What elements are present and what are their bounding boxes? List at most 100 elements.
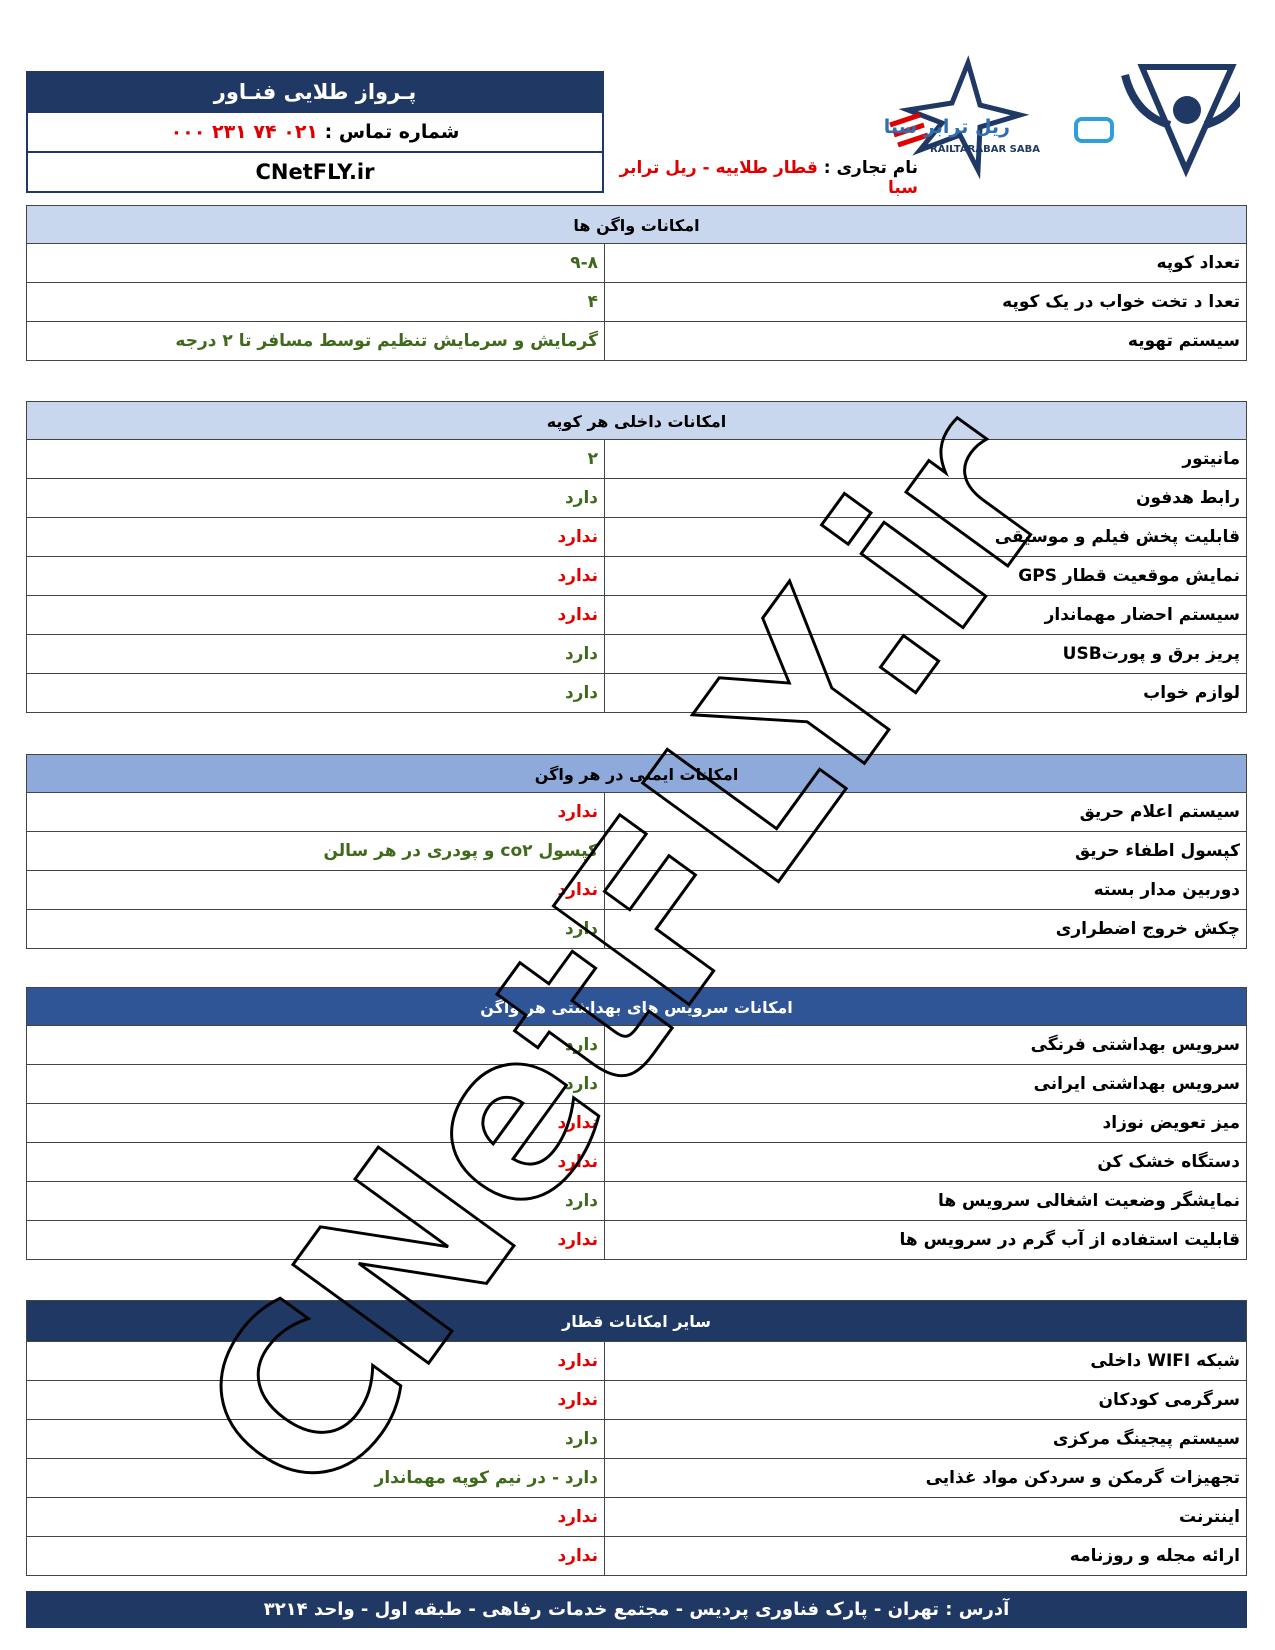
- table-row: کپسول اطفاء حریق کپسول co۲ و پودری در هر …: [26, 832, 1247, 871]
- row-label: دوربین مدار بسته: [604, 871, 1246, 909]
- row-label: مانیتور: [604, 440, 1246, 478]
- row-label: سرگرمی کودکان: [604, 1381, 1246, 1419]
- section: امکانات داخلی هر کوپه مانیتور ۲ رابط هدفون د…: [26, 401, 1247, 713]
- row-value: دارد: [564, 488, 598, 508]
- row-value: ندارد: [557, 1390, 598, 1410]
- logo-fa: ریل ترابر سبا: [884, 116, 1010, 138]
- section: امکانات سرویس های بهداشتی هر واگن سرویس ب…: [26, 987, 1247, 1260]
- row-label: نمایشگر وضعیت اشغالی سرویس ها: [604, 1182, 1246, 1220]
- table-row: ارائه مجله و روزنامه ندارد: [26, 1537, 1247, 1576]
- row-value: دارد: [564, 1191, 598, 1211]
- row-label: میز تعویض نوزاد: [604, 1104, 1246, 1142]
- website: CNetFLY.ir: [255, 160, 375, 184]
- row-label: قابلیت استفاده از آب گرم در سرویس ها: [604, 1221, 1246, 1259]
- row-label: رابط هدفون: [604, 479, 1246, 517]
- row-label: اینترنت: [604, 1498, 1246, 1536]
- table-row: سیستم اعلام حریق ندارد: [26, 793, 1247, 832]
- table-row: پریز برق و پورتUSB دارد: [26, 635, 1247, 674]
- row-value: ندارد: [557, 527, 598, 547]
- table-row: مانیتور ۲: [26, 440, 1247, 479]
- row-label: لوازم خواب: [604, 674, 1246, 712]
- table-row: رابط هدفون دارد: [26, 479, 1247, 518]
- row-label: نمایش موقعیت قطار GPS: [604, 557, 1246, 595]
- row-value: ندارد: [557, 566, 598, 586]
- table-row: نمایش موقعیت قطار GPS ندارد: [26, 557, 1247, 596]
- table-row: لوازم خواب دارد: [26, 674, 1247, 713]
- table-row: اینترنت ندارد: [26, 1498, 1247, 1537]
- logos: ریل ترابر سبا RAILTARABAR SABA: [884, 55, 1240, 180]
- row-value: ۴: [587, 292, 598, 312]
- row-value: ندارد: [557, 1351, 598, 1371]
- row-label: ارائه مجله و روزنامه: [604, 1537, 1246, 1575]
- section: امکانات واگن ها تعداد کوپه ۹-۸ تعدا د تخت خ…: [26, 205, 1247, 361]
- table-row: سیستم تهویه گرمایش و سرمایش تنظیم توسط مس…: [26, 322, 1247, 361]
- row-value: دارد - در نیم کوپه مهماندار: [374, 1468, 598, 1488]
- table-row: تعداد کوپه ۹-۸: [26, 244, 1247, 283]
- row-value: ندارد: [557, 1152, 598, 1172]
- phone: ۰۲۱ ۷۴ ۲۳۱ ۰۰۰: [170, 121, 319, 143]
- row-label: سرویس بهداشتی فرنگی: [604, 1026, 1246, 1064]
- brand: نام تجاری : قطار طلاییه - ریل ترابر سبا: [608, 158, 918, 198]
- emblem-wings: [1121, 73, 1240, 129]
- row-value: ۹-۸: [570, 253, 598, 273]
- row-value: دارد: [564, 683, 598, 703]
- row-value: دارد: [564, 1429, 598, 1449]
- section-title: امکانات واگن ها: [26, 205, 1247, 244]
- table-row: قابلیت استفاده از آب گرم در سرویس ها ندار…: [26, 1221, 1247, 1260]
- row-label: دستگاه خشک کن: [604, 1143, 1246, 1181]
- star-logo: [898, 55, 1030, 180]
- row-label: سیستم اعلام حریق: [604, 793, 1246, 831]
- section-title: امکانات ایمنی در هر واگن: [26, 754, 1247, 793]
- footer-address: آدرس : تهران - پارک فناوری پردیس - مجتمع…: [26, 1591, 1247, 1628]
- row-value: ندارد: [557, 1113, 598, 1133]
- section-title: امکانات سرویس های بهداشتی هر واگن: [26, 987, 1247, 1026]
- row-value: دارد: [564, 644, 598, 664]
- header-box: پـرواز طلایی فنـاور شماره تماس : ۰۲۱ ۷۴ …: [26, 71, 604, 193]
- table-row: سیستم احضار مهماندار ندارد: [26, 596, 1247, 635]
- row-label: سیستم پیجینگ مرکزی: [604, 1420, 1246, 1458]
- row-label: سرویس بهداشتی ایرانی: [604, 1065, 1246, 1103]
- table-row: دستگاه خشک کن ندارد: [26, 1143, 1247, 1182]
- table-row: تعدا د تخت خواب در یک کوپه ۴: [26, 283, 1247, 322]
- row-label: کپسول اطفاء حریق: [604, 832, 1246, 870]
- table-row: چکش خروج اضطراری دارد: [26, 910, 1247, 949]
- row-label: قابلیت پخش فیلم و موسیقی: [604, 518, 1246, 556]
- table-row: سیستم پیجینگ مرکزی دارد: [26, 1420, 1247, 1459]
- table-row: نمایشگر وضعیت اشغالی سرویس ها دارد: [26, 1182, 1247, 1221]
- table-row: تجهیزات گرمکن و سردکن مواد غذایی دارد - د…: [26, 1459, 1247, 1498]
- contact-label: شماره تماس :: [324, 121, 460, 143]
- row-value: دارد: [564, 919, 598, 939]
- row-label: سیستم احضار مهماندار: [604, 596, 1246, 634]
- contact: شماره تماس : ۰۲۱ ۷۴ ۲۳۱ ۰۰۰: [28, 113, 602, 153]
- row-value: ندارد: [557, 880, 598, 900]
- section: سایر امکانات قطار شبکه WIFI داخلی ندارد سرگ…: [26, 1300, 1247, 1576]
- row-label: شبکه WIFI داخلی: [604, 1342, 1246, 1380]
- row-value: ۲: [587, 449, 598, 469]
- table-row: سرگرمی کودکان ندارد: [26, 1381, 1247, 1420]
- row-value: ندارد: [557, 605, 598, 625]
- section: امکانات ایمنی در هر واگن سیستم اعلام حریق…: [26, 754, 1247, 949]
- table-row: شبکه WIFI داخلی ندارد: [26, 1342, 1247, 1381]
- row-value: کپسول co۲ و پودری در هر سالن: [323, 841, 598, 861]
- row-value: گرمایش و سرمایش تنظیم توسط مسافر تا ۲ در…: [175, 331, 598, 351]
- logo-mark: [1074, 117, 1114, 143]
- logo-en: RAILTARABAR SABA: [930, 144, 1040, 155]
- table-row: میز تعویض نوزاد ندارد: [26, 1104, 1247, 1143]
- row-value: ندارد: [557, 1230, 598, 1250]
- row-value: دارد: [564, 1074, 598, 1094]
- row-label: تعداد کوپه: [604, 244, 1246, 282]
- row-value: دارد: [564, 1035, 598, 1055]
- table-row: دوربین مدار بسته ندارد: [26, 871, 1247, 910]
- row-label: سیستم تهویه: [604, 322, 1246, 360]
- company-name: پـرواز طلایی فنـاور: [28, 73, 602, 113]
- row-value: ندارد: [557, 1546, 598, 1566]
- table-row: سرویس بهداشتی فرنگی دارد: [26, 1026, 1247, 1065]
- table-row: سرویس بهداشتی ایرانی دارد: [26, 1065, 1247, 1104]
- row-label: چکش خروج اضطراری: [604, 910, 1246, 948]
- row-value: ندارد: [557, 1507, 598, 1527]
- brand-label: نام تجاری :: [823, 158, 918, 178]
- section-title: سایر امکانات قطار: [26, 1300, 1247, 1342]
- section-title: امکانات داخلی هر کوپه: [26, 401, 1247, 440]
- table-row: قابلیت پخش فیلم و موسیقی ندارد: [26, 518, 1247, 557]
